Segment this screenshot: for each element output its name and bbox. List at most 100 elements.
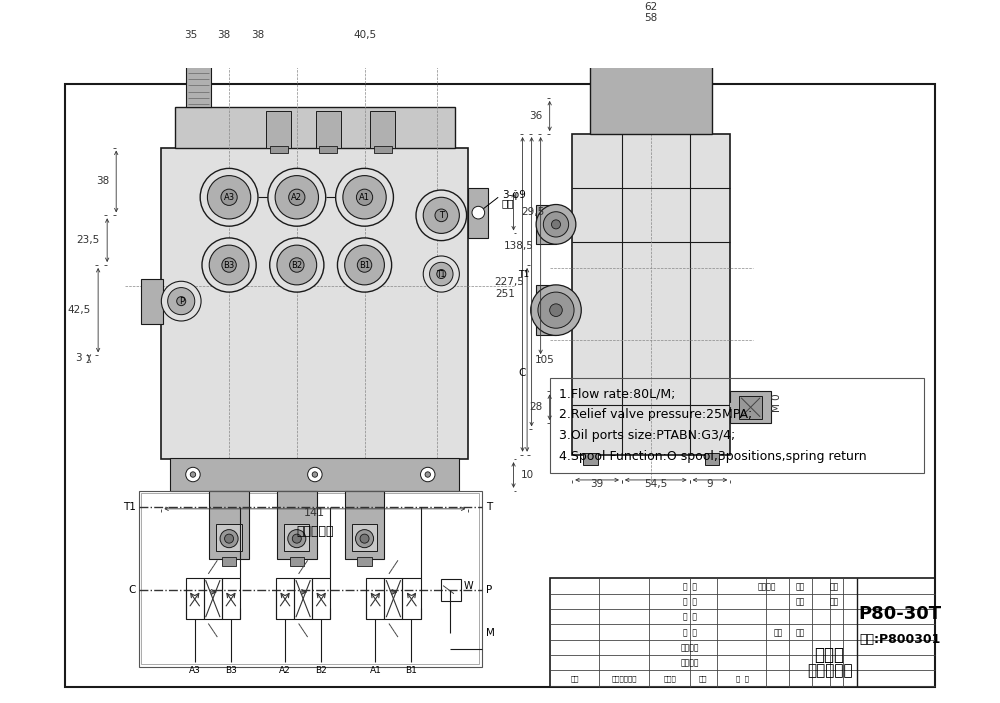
Text: T1: T1 [123, 502, 136, 512]
Text: 35: 35 [184, 30, 197, 40]
Text: M: M [486, 628, 495, 638]
Bar [222, 557, 236, 566]
Bar [402, 579, 421, 619]
Circle shape [551, 220, 561, 229]
Text: 编号:P800301: 编号:P800301 [859, 633, 941, 646]
Bar [161, 148, 468, 459]
Bar [209, 491, 249, 558]
Bar [175, 107, 455, 148]
Text: 1.Flow rate:80L/M;: 1.Flow rate:80L/M; [559, 387, 675, 401]
Text: 38: 38 [251, 30, 265, 40]
Text: T1: T1 [437, 269, 446, 278]
Text: T: T [439, 211, 444, 220]
Bar [319, 146, 337, 153]
Text: 工艺批准: 工艺批准 [680, 643, 699, 652]
Text: A3: A3 [189, 666, 201, 675]
Text: 227,5: 227,5 [495, 277, 524, 287]
Bar [216, 524, 242, 551]
Circle shape [308, 467, 322, 482]
Text: 监量: 监量 [796, 628, 805, 637]
Bar [222, 579, 240, 619]
Circle shape [168, 288, 195, 315]
Circle shape [190, 472, 196, 477]
Text: A2: A2 [279, 666, 291, 675]
Circle shape [200, 169, 258, 226]
Circle shape [416, 190, 467, 240]
Circle shape [356, 189, 373, 205]
Text: 通孔: 通孔 [502, 199, 514, 209]
Bar [290, 557, 304, 566]
Circle shape [270, 238, 324, 292]
Circle shape [289, 189, 305, 205]
Circle shape [161, 281, 201, 321]
Bar [550, 378, 924, 472]
Bar [604, 30, 699, 62]
Circle shape [290, 258, 304, 272]
Text: B1: B1 [359, 261, 370, 269]
Circle shape [207, 176, 251, 219]
Bar [294, 579, 312, 619]
Bar [316, 112, 341, 148]
Text: 138,5: 138,5 [504, 240, 533, 250]
Text: 28: 28 [529, 402, 542, 412]
Bar [384, 579, 402, 619]
Bar [186, 53, 211, 107]
Circle shape [357, 258, 372, 272]
Circle shape [531, 285, 581, 335]
Text: 54,5: 54,5 [644, 479, 667, 489]
Text: 设  计: 设 计 [683, 582, 697, 591]
Text: C: C [518, 368, 525, 378]
Circle shape [435, 209, 448, 221]
Bar [277, 491, 317, 558]
Text: 比例: 比例 [830, 598, 839, 607]
Circle shape [268, 169, 326, 226]
Bar [170, 458, 459, 491]
Circle shape [220, 529, 238, 548]
Circle shape [186, 467, 200, 482]
Text: 29,5: 29,5 [521, 207, 544, 217]
Text: 40,5: 40,5 [353, 30, 377, 40]
Text: W: W [464, 581, 474, 591]
Text: 42,5: 42,5 [68, 305, 91, 315]
Circle shape [177, 297, 186, 306]
Text: 比例: 比例 [830, 582, 839, 591]
Text: P: P [486, 585, 493, 595]
Circle shape [292, 534, 301, 543]
Circle shape [538, 292, 574, 328]
Text: 审  图: 审 图 [683, 613, 697, 621]
Bar [357, 557, 372, 566]
Text: 更改内容标准: 更改内容标准 [612, 676, 637, 682]
Text: 10: 10 [521, 470, 534, 480]
Text: B3: B3 [223, 261, 235, 269]
Text: 38: 38 [217, 30, 230, 40]
Text: 3.Oil ports size:PTABN:G3/4;: 3.Oil ports size:PTABN:G3/4; [559, 430, 735, 442]
Text: 3: 3 [75, 354, 82, 363]
Bar [370, 112, 395, 148]
Bar [186, 579, 204, 619]
Text: 日期: 日期 [699, 676, 707, 682]
Bar [590, 62, 712, 134]
Text: 量量: 量量 [796, 582, 805, 591]
Circle shape [472, 206, 485, 219]
Text: 批  对: 批 对 [683, 628, 697, 637]
Bar [141, 278, 163, 323]
Bar [441, 579, 461, 601]
Text: 制  图: 制 图 [683, 598, 697, 607]
Bar [550, 579, 935, 687]
Circle shape [209, 245, 249, 285]
Text: B1: B1 [406, 666, 417, 675]
Circle shape [423, 256, 459, 292]
Circle shape [543, 212, 569, 237]
Circle shape [423, 198, 459, 233]
Circle shape [222, 258, 236, 272]
Text: M 0: M 0 [772, 394, 782, 413]
Bar [266, 112, 291, 148]
Circle shape [277, 245, 317, 285]
Text: 更改人: 更改人 [663, 676, 676, 682]
Circle shape [356, 529, 374, 548]
Text: T1: T1 [518, 269, 529, 278]
Text: 液压原理图: 液压原理图 [296, 525, 334, 538]
Circle shape [425, 472, 430, 477]
Circle shape [337, 238, 392, 292]
Circle shape [421, 467, 435, 482]
